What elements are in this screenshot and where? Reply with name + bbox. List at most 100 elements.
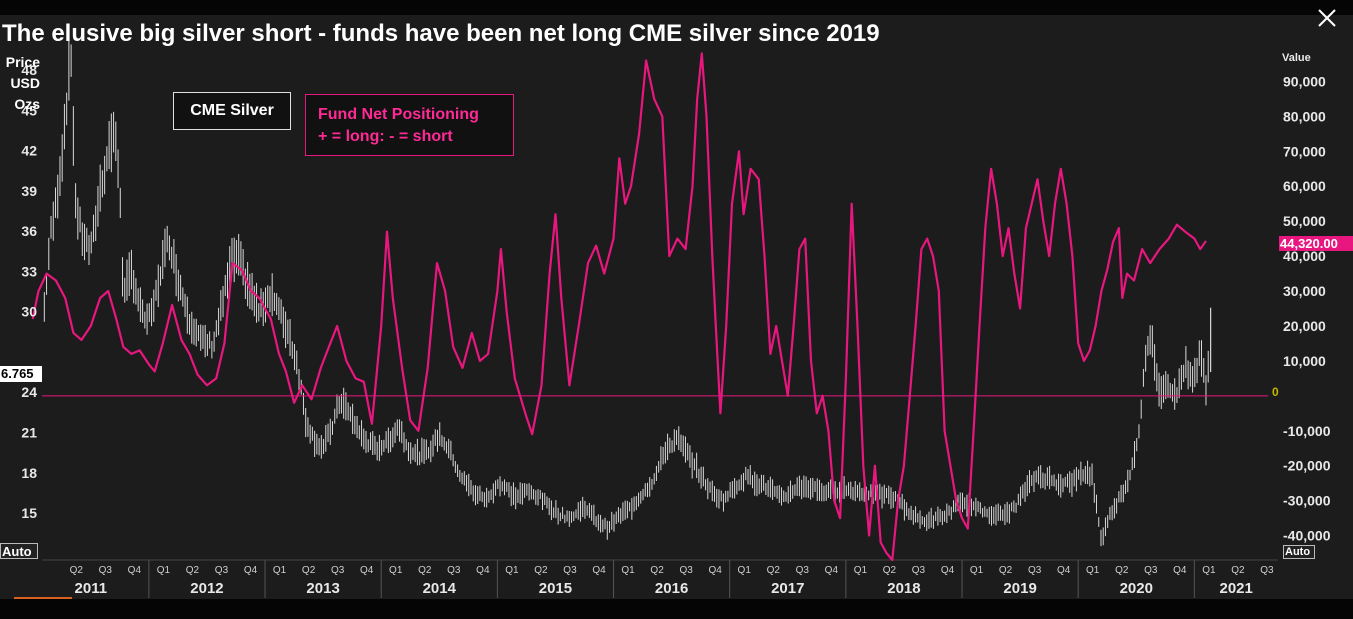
quarter-tick-label: Q3 xyxy=(215,565,229,576)
quarter-tick-label: Q1 xyxy=(854,565,868,576)
right-tick-label: 90,000 xyxy=(1283,73,1326,89)
quarter-tick-label: Q4 xyxy=(592,565,606,576)
year-label: 2020 xyxy=(1120,580,1153,597)
quarter-tick-label: Q2 xyxy=(650,565,664,576)
left-tick-label: 24 xyxy=(21,384,37,400)
quarter-tick-label: Q3 xyxy=(796,565,810,576)
quarter-tick-label: Q2 xyxy=(418,565,432,576)
quarter-tick-label: Q4 xyxy=(1173,565,1187,576)
left-axis-label-line: USD xyxy=(10,75,40,91)
right-tick-label: 60,000 xyxy=(1283,178,1326,194)
year-label: 2019 xyxy=(1003,580,1036,597)
left-tick-label: 21 xyxy=(21,425,37,441)
silver-price-bars xyxy=(43,36,1212,547)
quarter-tick-label: Q1 xyxy=(1086,565,1100,576)
quarter-tick-label: Q4 xyxy=(941,565,955,576)
right-tick-label: -40,000 xyxy=(1283,528,1331,544)
fund-positioning-line xyxy=(31,52,1207,562)
quarter-tick-label: Q2 xyxy=(883,565,897,576)
quarter-tick-label: Q3 xyxy=(1028,565,1042,576)
quarter-tick-label: Q2 xyxy=(767,565,781,576)
left-tick-label: 18 xyxy=(21,465,37,481)
left-axis-label-line: Price xyxy=(5,54,40,70)
x-axis: Q2 Q3 Q4 Q1 Q2 Q3 Q4 Q1 Q2 Q3 Q4 Q1 Q2 Q3 Q4 Q1 Q2 Q3 Q4 Q1… xyxy=(70,565,1274,597)
right-tick-label: -20,000 xyxy=(1283,458,1331,474)
quarter-tick-label: Q3 xyxy=(679,565,693,576)
quarter-tick-label: Q2 xyxy=(999,565,1013,576)
left-tick-label: 30 xyxy=(21,304,37,320)
top-bar xyxy=(0,0,1353,15)
quarter-tick-label: Q4 xyxy=(128,565,142,576)
quarter-tick-label: Q3 xyxy=(447,565,461,576)
bottom-bar xyxy=(0,599,1353,619)
scroll-indicator[interactable] xyxy=(14,597,72,599)
quarter-tick-label: Q2 xyxy=(302,565,316,576)
quarter-tick-label: Q3 xyxy=(99,565,113,576)
quarter-tick-label: Q4 xyxy=(244,565,258,576)
quarter-tick-label: Q4 xyxy=(476,565,490,576)
right-tick-label: 20,000 xyxy=(1283,318,1326,334)
quarter-tick-label: Q1 xyxy=(970,565,984,576)
auto-scale-left-button[interactable]: Auto xyxy=(0,543,38,559)
quarter-tick-label: Q4 xyxy=(825,565,839,576)
quarter-tick-label: Q1 xyxy=(621,565,635,576)
quarter-tick-label: Q3 xyxy=(563,565,577,576)
legend-fund-line2: + = long: - = short xyxy=(318,128,453,145)
right-tick-label: 70,000 xyxy=(1283,143,1326,159)
right-tick-label: -10,000 xyxy=(1283,423,1331,439)
gridlines xyxy=(42,559,1278,598)
last-price-label: 6.765 xyxy=(0,366,42,382)
right-tick-label: 30,000 xyxy=(1283,283,1326,299)
quarter-tick-label: Q3 xyxy=(331,565,345,576)
quarter-tick-label: Q2 xyxy=(1231,565,1245,576)
left-tick-label: 33 xyxy=(21,263,37,279)
quarter-tick-label: Q2 xyxy=(1115,565,1129,576)
year-label: 2011 xyxy=(75,580,108,597)
left-tick-label: 42 xyxy=(21,143,37,159)
right-axis-ticks: 90,000 80,000 70,000 60,000 50,000 40,000 30,0… xyxy=(1283,73,1331,543)
year-label: 2015 xyxy=(539,580,572,597)
legend-fund: Fund Net Positioning + = long: - = short xyxy=(305,94,514,156)
close-icon[interactable] xyxy=(1313,4,1341,32)
right-tick-label: 80,000 xyxy=(1283,108,1326,124)
year-label: 2021 xyxy=(1219,580,1252,597)
auto-scale-right-button[interactable]: Auto xyxy=(1283,545,1315,559)
quarter-tick-label: Q4 xyxy=(360,565,374,576)
quarter-tick-label: Q2 xyxy=(534,565,548,576)
left-axis-label: Price USD Ozs xyxy=(0,52,40,115)
zero-label: 0 xyxy=(1272,385,1279,399)
year-label: 2013 xyxy=(306,580,339,597)
quarter-tick-label: Q1 xyxy=(273,565,287,576)
last-fund-value-label: 44,320.00 xyxy=(1279,236,1353,251)
left-axis-ticks: 15 18 21 24 30 33 36 39 42 45 48 xyxy=(21,62,37,521)
left-tick-label: 45 xyxy=(21,102,37,118)
quarter-tick-label: Q1 xyxy=(157,565,171,576)
quarter-tick-label: Q4 xyxy=(1057,565,1071,576)
right-axis-label: Value xyxy=(1282,52,1311,64)
year-label: 2017 xyxy=(771,580,804,597)
left-tick-label: 36 xyxy=(21,223,37,239)
year-label: 2012 xyxy=(190,580,223,597)
legend-fund-line1: Fund Net Positioning xyxy=(318,106,479,123)
right-tick-label: -30,000 xyxy=(1283,493,1331,509)
quarter-tick-label: Q1 xyxy=(505,565,519,576)
quarter-tick-label: Q4 xyxy=(709,565,723,576)
left-tick-label: 39 xyxy=(21,183,37,199)
quarter-tick-label: Q1 xyxy=(1202,565,1216,576)
left-tick-label: 48 xyxy=(21,62,37,78)
quarter-tick-label: Q3 xyxy=(1260,565,1274,576)
chart-title: The elusive big silver short - funds hav… xyxy=(2,20,880,47)
quarter-tick-label: Q1 xyxy=(738,565,752,576)
quarter-tick-label: Q1 xyxy=(389,565,403,576)
right-tick-label: 50,000 xyxy=(1283,213,1326,229)
year-label: 2014 xyxy=(423,580,457,597)
right-tick-label: 40,000 xyxy=(1283,248,1326,264)
left-tick-label: 15 xyxy=(21,505,37,521)
quarter-tick-label: Q2 xyxy=(186,565,200,576)
right-tick-label: 10,000 xyxy=(1283,353,1326,369)
legend-silver: CME Silver xyxy=(173,92,291,130)
left-axis-label-line: Ozs xyxy=(14,96,40,112)
quarter-tick-label: Q2 xyxy=(70,565,84,576)
